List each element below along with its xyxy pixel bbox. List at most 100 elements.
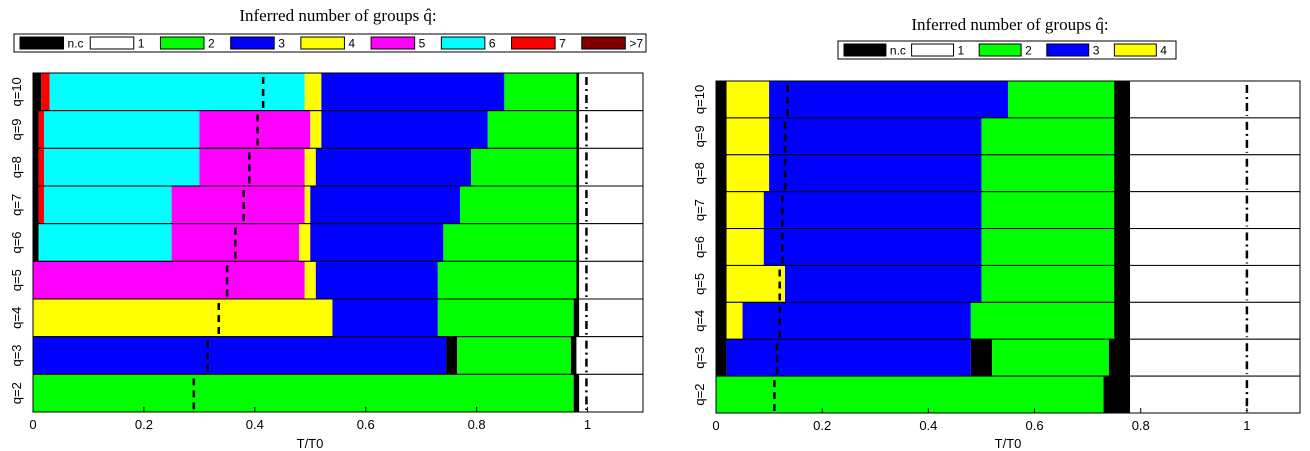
segment-nc [573, 299, 580, 337]
row-label: q=4 [9, 307, 24, 329]
legend-swatch [911, 43, 955, 57]
row-q=3: q=3 [692, 338, 1301, 377]
row-label: q=3 [692, 347, 707, 369]
legend-label: 4 [348, 37, 355, 51]
segment-nc [1114, 191, 1131, 229]
segment-nc [1114, 228, 1131, 266]
segment-nc [33, 73, 42, 111]
x-tick-label: 1 [584, 417, 591, 432]
x-tick-label: 0.2 [135, 417, 153, 432]
segment-4 [726, 117, 770, 155]
segment-1 [1130, 191, 1300, 229]
segment-nc [576, 186, 580, 224]
segment-1 [579, 110, 643, 149]
left-chart: Inferred number of groups q̂: n.c 1 2 3 4 5 6 7… [9, 6, 647, 451]
x-tick-label: 0.6 [357, 417, 375, 432]
legend-swatch [978, 43, 1022, 57]
segment-3 [763, 191, 982, 229]
legend-swatch [440, 36, 486, 50]
legend-label: 7 [559, 37, 566, 51]
segment-5 [171, 186, 305, 224]
segment-1 [579, 374, 643, 412]
row-label: q=5 [692, 273, 707, 295]
legend-label: 6 [489, 37, 496, 51]
segment-4 [304, 148, 316, 186]
row-q=10: q=10 [9, 72, 644, 112]
segment-nc [570, 336, 577, 375]
segment-3 [785, 265, 982, 303]
x-tick-label: 1 [1243, 418, 1250, 433]
segment-nc [446, 336, 458, 375]
row-label: q=9 [9, 118, 24, 140]
segment-1 [579, 186, 643, 224]
segment-nc [716, 339, 727, 377]
segment-7 [41, 73, 50, 111]
segment-nc [716, 191, 727, 229]
legend-swatch [581, 36, 626, 50]
segment-3 [769, 117, 982, 155]
segment-1 [579, 148, 643, 186]
legend-label: 2 [208, 37, 215, 51]
segment-5 [199, 110, 311, 149]
segment-6 [38, 223, 172, 262]
legend-label: 1 [138, 37, 145, 51]
segment-1 [1130, 376, 1300, 413]
segment-4 [304, 261, 316, 299]
row-label: q=2 [9, 382, 24, 404]
legend-swatch [230, 36, 275, 50]
legend-label: n.c [68, 37, 84, 51]
x-tick-label: 0 [29, 417, 36, 432]
segment-3 [321, 73, 505, 111]
legend-swatch [89, 36, 135, 50]
segment-nc [576, 73, 580, 111]
segment-1 [579, 73, 643, 111]
right-chart-legend: n.c 1 2 3 4 [837, 40, 1177, 60]
segment-nc [1114, 117, 1131, 155]
segment-1 [579, 261, 643, 299]
row-label: q=5 [9, 269, 24, 291]
segment-1 [1130, 117, 1300, 155]
segment-nc [970, 339, 993, 377]
segment-5 [199, 148, 305, 186]
segment-2 [981, 154, 1115, 192]
segment-2 [460, 186, 577, 224]
row-label: q=8 [9, 156, 24, 178]
segment-nc [716, 228, 727, 266]
row-label: q=3 [9, 344, 24, 366]
row-label: q=10 [9, 77, 24, 106]
segment-1 [1130, 81, 1300, 118]
segment-nc [576, 261, 580, 299]
segment-nc [1103, 376, 1131, 413]
x-tick-label: 0.4 [246, 417, 264, 432]
segment-4 [299, 223, 311, 262]
segment-4 [304, 186, 311, 224]
row-q=8: q=8 [692, 154, 1301, 193]
x-tick-label: 0.8 [468, 417, 486, 432]
segment-6 [44, 110, 200, 149]
row-q=4: q=4 [692, 301, 1301, 340]
row-q=4: q=4 [9, 298, 644, 338]
segment-nc [716, 302, 727, 340]
legend-swatch [1046, 43, 1090, 57]
legend-label: 4 [1160, 44, 1167, 58]
segment-4 [726, 228, 764, 266]
row-q=8: q=8 [9, 147, 644, 187]
segment-nc [33, 186, 39, 224]
x-tick-label: 0.2 [813, 418, 831, 433]
segment-7 [38, 186, 45, 224]
segment-3 [769, 154, 982, 192]
row-q=2: q=2 [692, 375, 1301, 414]
segment-2 [970, 302, 1115, 340]
segment-7 [38, 110, 45, 149]
segment-2 [981, 191, 1115, 229]
segment-4 [33, 299, 333, 337]
segment-2 [716, 376, 1104, 413]
legend-label: 5 [419, 37, 426, 51]
segment-2 [981, 265, 1115, 303]
segment-4 [304, 73, 322, 111]
segment-1 [579, 299, 643, 337]
segment-1 [1130, 228, 1300, 266]
x-tick-label: 0.8 [1132, 418, 1150, 433]
row-frame [715, 375, 1301, 414]
